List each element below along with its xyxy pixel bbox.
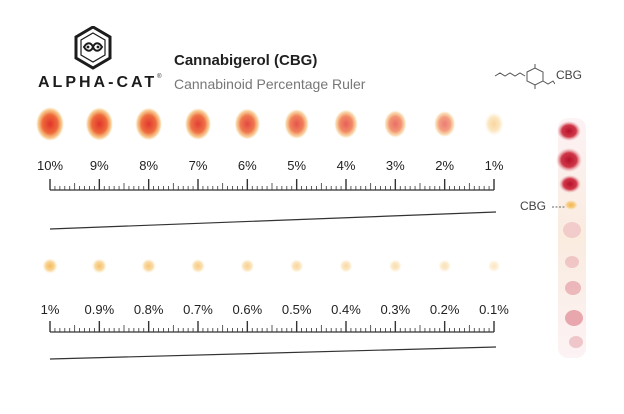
spot-1-10: [484, 112, 504, 136]
percent-label: 2%: [435, 158, 455, 173]
brand-name: ALPHA-CAT®: [38, 74, 162, 91]
page-title: Cannabigerol (CBG): [174, 52, 318, 69]
spot-2-5: [240, 259, 255, 273]
percent-label: 6%: [237, 158, 257, 173]
spots-row-2: [42, 258, 501, 274]
percent-label: 1%: [40, 302, 60, 317]
spot-1-2: [85, 107, 114, 141]
percent-label: 9%: [89, 158, 109, 173]
percent-label: 3%: [385, 158, 405, 173]
cbg-marker-label: CBG: [520, 199, 547, 213]
spot-1-5: [234, 108, 261, 140]
percent-label: 0.7%: [183, 302, 213, 317]
percent-label: 0.6%: [232, 302, 263, 317]
spot-1-8: [384, 110, 407, 138]
spot-1-3: [135, 107, 163, 141]
percent-label: 0.1%: [479, 302, 509, 317]
spot-2-3: [141, 258, 156, 274]
percent-label: 7%: [188, 158, 208, 173]
spot-1-7: [334, 109, 358, 139]
wedge-line-2: [49, 346, 497, 360]
percent-label: 10%: [36, 158, 64, 173]
percent-label: 0.4%: [331, 302, 361, 317]
percent-label: 0.9%: [84, 302, 115, 317]
cbg-band: [564, 200, 578, 210]
percent-label: 0.5%: [281, 302, 312, 317]
percent-label: 0.2%: [429, 302, 460, 317]
spot-1-9: [434, 111, 456, 137]
percent-label: 5%: [287, 158, 307, 173]
percent-label: 4%: [336, 158, 356, 173]
wedge-line-1: [49, 211, 497, 230]
ruler-scale-2: [49, 321, 495, 333]
alpha-cat-logo-icon: [74, 26, 112, 70]
spot-1-4: [184, 108, 212, 140]
spot-2-6: [289, 259, 304, 273]
percent-label: 0.8%: [133, 302, 164, 317]
spot-2-9: [438, 259, 452, 273]
percent-label: 1%: [484, 158, 504, 173]
spots-row-1: [36, 107, 504, 141]
spot-2-1: [42, 258, 58, 274]
spot-1-6: [284, 109, 309, 139]
ruler-scale-1: [49, 179, 495, 191]
cbg-molecule-icon: [494, 64, 555, 89]
spot-2-8: [388, 259, 402, 273]
spot-1-1: [36, 107, 64, 141]
spot-2-2: [91, 258, 107, 274]
percent-label: 8%: [139, 158, 159, 173]
spot-2-4: [190, 258, 206, 274]
page-subtitle: Cannabinoid Percentage Ruler: [174, 76, 366, 92]
molecule-label: CBG: [556, 68, 583, 82]
percent-label: 0.3%: [380, 302, 411, 317]
spot-2-7: [339, 259, 353, 273]
tlc-strip: [556, 118, 586, 358]
spot-2-10: [487, 259, 501, 273]
